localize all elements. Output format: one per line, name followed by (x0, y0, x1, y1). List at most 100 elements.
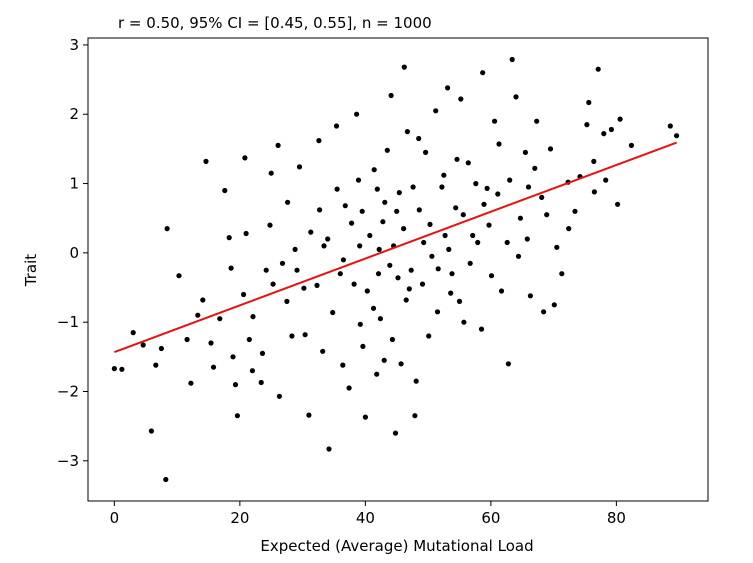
y-axis: −3 −2 −1 0 1 2 3 (57, 36, 88, 470)
data-point (595, 66, 601, 72)
data-point (559, 271, 565, 277)
data-point (349, 220, 355, 226)
data-point (475, 239, 481, 246)
data-point (498, 288, 505, 294)
data-point (615, 201, 621, 207)
data-point (270, 281, 276, 287)
data-point (401, 226, 407, 232)
y-tick-label: −1 (57, 313, 79, 331)
data-point (200, 297, 206, 303)
data-point (454, 156, 460, 162)
data-point (448, 290, 454, 296)
data-point (470, 232, 476, 239)
data-point (547, 146, 554, 152)
data-point (453, 205, 459, 211)
data-point (203, 158, 209, 164)
data-point (296, 164, 303, 170)
x-axis: 0 20 40 60 80 (110, 501, 626, 527)
data-point (246, 336, 252, 343)
data-point (374, 186, 380, 192)
data-point (401, 64, 407, 70)
data-point (163, 476, 169, 483)
data-point (164, 226, 170, 232)
data-point (153, 362, 159, 368)
data-point (217, 316, 223, 322)
data-point (423, 149, 429, 155)
data-point (140, 342, 146, 348)
data-point (449, 271, 455, 277)
data-point (317, 207, 323, 213)
data-point (394, 208, 400, 214)
data-point (362, 414, 368, 420)
data-point (364, 288, 370, 294)
data-point (176, 273, 182, 279)
data-point (249, 368, 255, 374)
data-point (314, 282, 320, 288)
data-point (544, 212, 550, 218)
data-point (119, 366, 125, 372)
data-point (517, 215, 524, 221)
data-point (601, 131, 607, 137)
data-point (351, 281, 357, 287)
data-point (416, 135, 422, 142)
data-point (376, 246, 382, 252)
data-point (591, 189, 598, 195)
data-point (445, 85, 451, 91)
data-point (509, 56, 515, 63)
data-point (410, 184, 416, 190)
data-point (337, 271, 343, 277)
data-point (427, 221, 433, 227)
y-tick-label: −2 (57, 382, 79, 400)
data-point (496, 141, 502, 147)
data-point (208, 340, 214, 346)
data-point (413, 378, 419, 384)
chart-title: r = 0.50, 95% CI = [0.45, 0.55], n = 100… (118, 14, 432, 32)
y-tick-label: 2 (69, 105, 79, 123)
data-point (284, 298, 290, 304)
data-point (387, 262, 393, 268)
data-point (210, 364, 217, 370)
data-point (433, 108, 439, 114)
data-point (325, 236, 331, 242)
data-point (275, 142, 281, 148)
data-point (667, 123, 673, 129)
data-point (292, 246, 298, 252)
data-point (480, 70, 486, 76)
data-point (403, 297, 409, 303)
data-point (242, 155, 248, 161)
data-point (495, 191, 501, 197)
data-point (148, 428, 154, 434)
data-point (222, 187, 228, 194)
data-point (263, 267, 269, 273)
data-point (532, 165, 538, 171)
data-point (473, 181, 479, 187)
data-point (355, 177, 362, 183)
data-point (404, 129, 410, 135)
data-point (367, 232, 373, 239)
data-point (375, 271, 382, 277)
data-point (232, 382, 239, 388)
data-point (294, 267, 300, 273)
data-point (572, 208, 578, 214)
data-point (276, 393, 282, 399)
y-tick-label: −3 (57, 452, 79, 470)
data-point (465, 160, 471, 166)
data-point (406, 286, 412, 292)
data-point (584, 122, 590, 128)
data-point (357, 243, 363, 249)
data-point (434, 309, 441, 315)
data-point (267, 222, 273, 228)
data-point (396, 190, 402, 196)
data-point (486, 222, 492, 228)
data-point (241, 291, 247, 298)
data-point (259, 350, 266, 356)
x-tick-label: 20 (230, 509, 249, 527)
data-point (421, 239, 427, 246)
data-point (481, 201, 487, 207)
data-point (507, 177, 513, 183)
points-layer (111, 56, 680, 483)
data-point (439, 184, 445, 190)
data-point (492, 118, 498, 124)
data-point (359, 208, 365, 214)
